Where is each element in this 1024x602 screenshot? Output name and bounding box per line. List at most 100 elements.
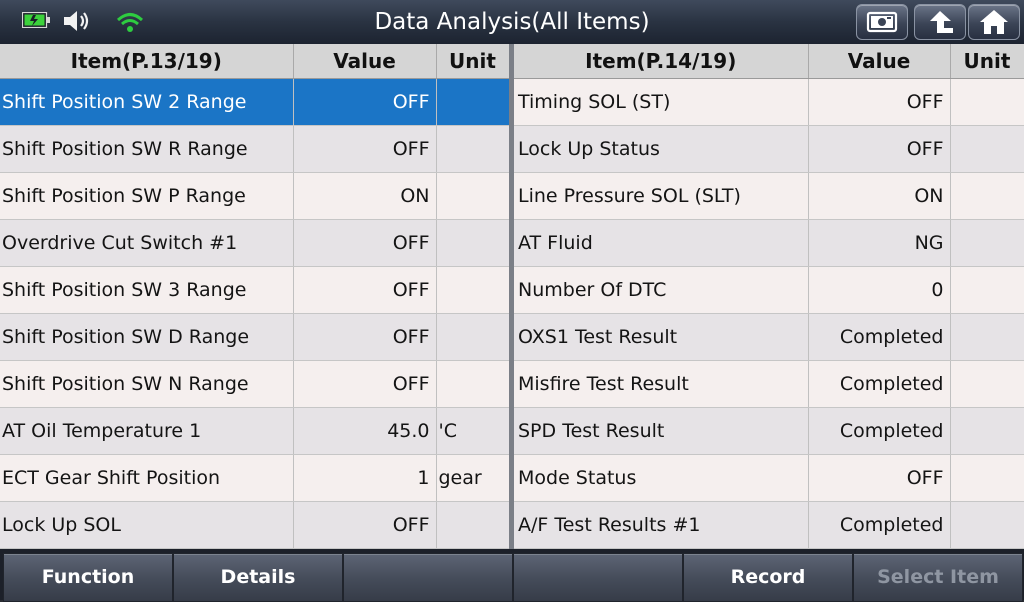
details-button[interactable]: Details [173, 553, 343, 602]
select-item-button[interactable]: Select Item [853, 553, 1023, 602]
item-value: OFF [293, 219, 437, 267]
table-row[interactable]: Misfire Test Result Completed [514, 360, 1024, 408]
item-name: SPD Test Result [514, 407, 809, 455]
bottom-toolbar: Function Details Record Select Item [0, 549, 1024, 602]
column-header-item: Item(P.14/19) [514, 44, 809, 79]
back-button[interactable] [914, 4, 966, 40]
screenshot-button[interactable] [856, 4, 908, 40]
item-value: Completed [808, 407, 951, 455]
item-unit [436, 313, 510, 361]
item-unit: 'C [436, 407, 510, 455]
item-unit [950, 219, 1024, 267]
item-name: Shift Position SW 3 Range [0, 266, 294, 314]
table-row[interactable]: Lock Up Status OFF [514, 125, 1024, 173]
home-button[interactable] [968, 4, 1020, 40]
item-unit [436, 360, 510, 408]
table-row[interactable]: SPD Test Result Completed [514, 407, 1024, 455]
return-up-icon [930, 11, 953, 33]
table-row[interactable]: Line Pressure SOL (SLT) ON [514, 172, 1024, 220]
item-value: NG [808, 219, 951, 267]
item-value: OFF [293, 360, 437, 408]
item-value: OFF [808, 454, 951, 502]
empty-button-3[interactable] [343, 553, 513, 602]
table-row[interactable]: OXS1 Test Result Completed [514, 313, 1024, 361]
item-value: OFF [293, 501, 437, 549]
table-row[interactable]: Shift Position SW D Range OFF [0, 313, 510, 361]
item-unit [950, 407, 1024, 455]
item-name: Lock Up Status [514, 125, 809, 173]
item-unit [950, 313, 1024, 361]
column-header-unit: Unit [950, 44, 1024, 79]
table-row[interactable]: Shift Position SW P Range ON [0, 172, 510, 220]
camera-icon [866, 11, 898, 33]
table-row[interactable]: AT Oil Temperature 1 45.0 'C [0, 407, 510, 455]
item-name: Mode Status [514, 454, 809, 502]
item-unit [950, 501, 1024, 549]
table-row[interactable]: ECT Gear Shift Position 1 gear [0, 454, 510, 502]
item-name: Shift Position SW D Range [0, 313, 294, 361]
table-row[interactable]: Shift Position SW 2 Range OFF [0, 78, 510, 126]
function-button[interactable]: Function [3, 553, 173, 602]
item-value: OFF [293, 266, 437, 314]
item-unit [950, 172, 1024, 220]
right-data-table: Item(P.14/19) Value Unit Timing SOL (ST)… [514, 44, 1024, 549]
home-icon [980, 10, 1008, 34]
item-value: 1 [293, 454, 437, 502]
table-row[interactable]: Mode Status OFF [514, 454, 1024, 502]
item-name: Shift Position SW R Range [0, 125, 294, 173]
item-unit [950, 78, 1024, 126]
table-header-row: Item(P.14/19) Value Unit [514, 44, 1024, 79]
item-unit [950, 360, 1024, 408]
item-name: Shift Position SW 2 Range [0, 78, 294, 126]
record-button[interactable]: Record [683, 553, 853, 602]
table-row[interactable]: Shift Position SW N Range OFF [0, 360, 510, 408]
item-value: 0 [808, 266, 951, 314]
item-unit [436, 78, 510, 126]
item-unit: gear [436, 454, 510, 502]
column-header-unit: Unit [436, 44, 510, 79]
table-row[interactable]: Lock Up SOL OFF [0, 501, 510, 549]
page-title: Data Analysis(All Items) [374, 9, 650, 35]
wifi-icon [116, 13, 144, 32]
title-bar: Data Analysis(All Items) [0, 0, 1024, 45]
item-name: Misfire Test Result [514, 360, 809, 408]
column-header-item: Item(P.13/19) [0, 44, 294, 79]
table-row[interactable]: Number Of DTC 0 [514, 266, 1024, 314]
table-row[interactable]: Timing SOL (ST) OFF [514, 78, 1024, 126]
item-value: Completed [808, 501, 951, 549]
item-name: AT Fluid [514, 219, 809, 267]
item-unit [436, 172, 510, 220]
column-header-value: Value [808, 44, 951, 79]
item-name: Number Of DTC [514, 266, 809, 314]
item-name: Overdrive Cut Switch #1 [0, 219, 294, 267]
table-row[interactable]: Overdrive Cut Switch #1 OFF [0, 219, 510, 267]
table-row[interactable]: Shift Position SW R Range OFF [0, 125, 510, 173]
item-unit [436, 219, 510, 267]
item-value: ON [808, 172, 951, 220]
item-name: Shift Position SW N Range [0, 360, 294, 408]
column-header-value: Value [293, 44, 437, 79]
item-name: AT Oil Temperature 1 [0, 407, 294, 455]
item-value: OFF [808, 125, 951, 173]
item-name: ECT Gear Shift Position [0, 454, 294, 502]
item-unit [950, 454, 1024, 502]
item-name: Shift Position SW P Range [0, 172, 294, 220]
item-unit [950, 125, 1024, 173]
table-row[interactable]: A/F Test Results #1 Completed [514, 501, 1024, 549]
table-row[interactable]: Shift Position SW 3 Range OFF [0, 266, 510, 314]
table-header-row: Item(P.13/19) Value Unit [0, 44, 510, 79]
item-unit [436, 125, 510, 173]
item-value: OFF [293, 125, 437, 173]
item-value: OFF [293, 78, 437, 126]
item-value: OFF [808, 78, 951, 126]
item-name: Lock Up SOL [0, 501, 294, 549]
table-row[interactable]: AT Fluid NG [514, 219, 1024, 267]
panel-divider [509, 44, 514, 549]
empty-button-4[interactable] [513, 553, 683, 602]
speaker-icon [64, 11, 89, 31]
item-value: Completed [808, 313, 951, 361]
item-value: 45.0 [293, 407, 437, 455]
left-data-table: Item(P.13/19) Value Unit Shift Position … [0, 44, 510, 549]
item-value: Completed [808, 360, 951, 408]
item-name: Line Pressure SOL (SLT) [514, 172, 809, 220]
